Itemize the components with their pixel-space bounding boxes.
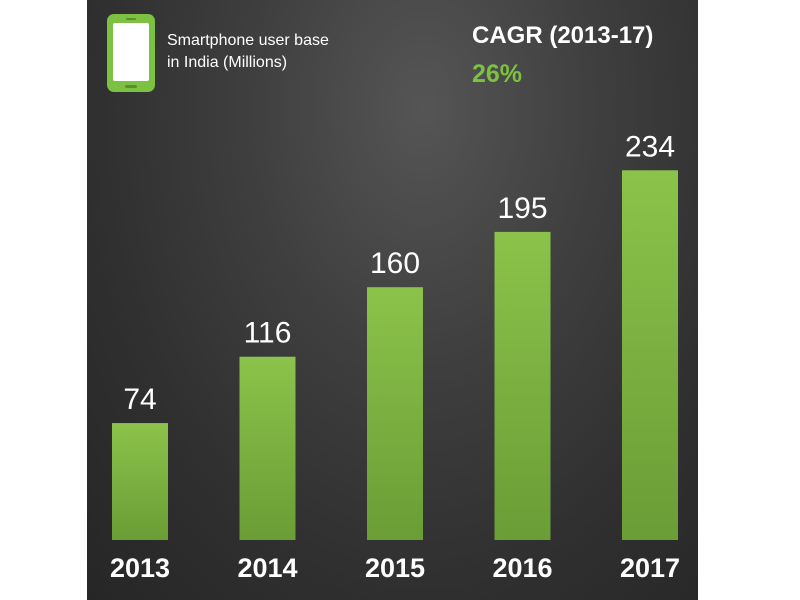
chart-panel: 74 2013 116 2014 160 2015 195 2016 234 2017 Smart… xyxy=(87,0,698,600)
bar-2015 xyxy=(367,287,423,540)
cagr-value: 26% xyxy=(472,60,523,88)
bar-2017 xyxy=(622,170,678,540)
year-label-2014: 2014 xyxy=(237,553,297,583)
year-label-2013: 2013 xyxy=(110,553,170,583)
cagr-label: CAGR (2013-17) xyxy=(472,22,654,49)
value-label-2017: 234 xyxy=(625,130,675,163)
smartphone-icon xyxy=(107,14,155,92)
year-label-2016: 2016 xyxy=(492,553,552,583)
bar-chart: 74 2013 116 2014 160 2015 195 2016 234 2017 xyxy=(110,130,680,583)
subtitle-line-2: in India (Millions) xyxy=(167,54,288,71)
year-label-2017: 2017 xyxy=(620,553,680,583)
bar-2016 xyxy=(494,231,551,540)
value-label-2015: 160 xyxy=(370,247,420,280)
chart-subtitle: Smartphone user base in India (Millions) xyxy=(167,30,397,74)
value-label-2014: 116 xyxy=(244,317,292,350)
year-label-2015: 2015 xyxy=(365,553,425,583)
value-label-2016: 195 xyxy=(497,192,547,225)
bar-2014 xyxy=(239,356,296,540)
bar-2013 xyxy=(112,423,168,540)
value-label-2013: 74 xyxy=(123,383,156,416)
subtitle-line-1: Smartphone user base xyxy=(167,32,329,49)
